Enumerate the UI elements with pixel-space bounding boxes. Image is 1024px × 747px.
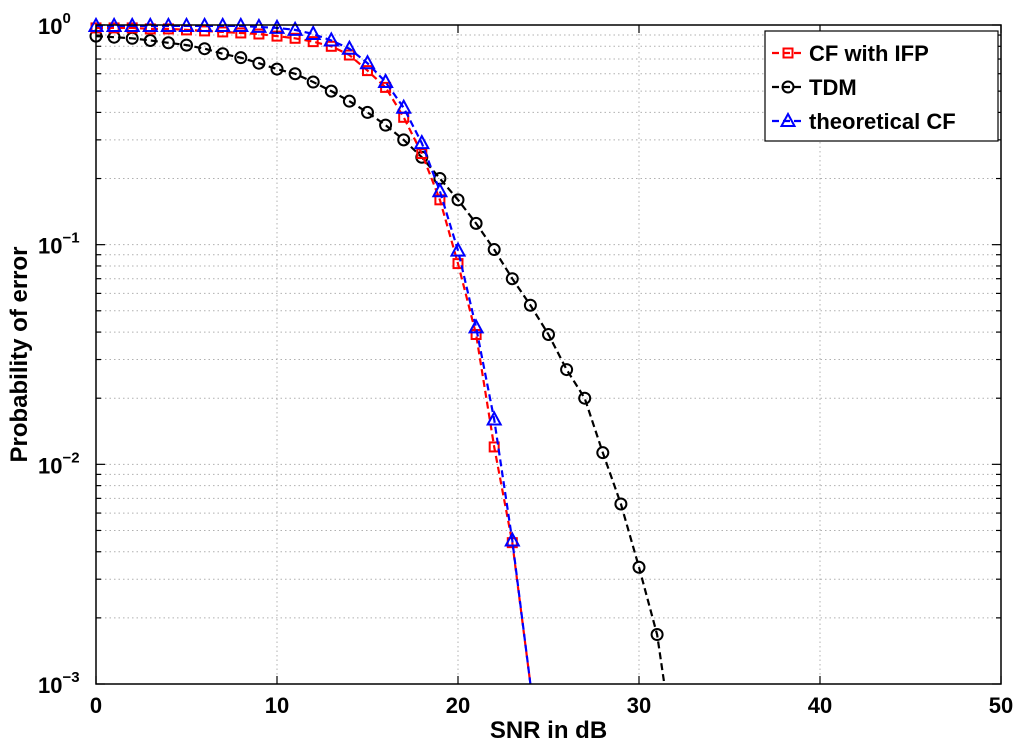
data-point-cf-with-ifp [253, 28, 265, 40]
legend-marker-theoretical-cf [779, 111, 797, 127]
data-point-tdm [180, 38, 193, 52]
data-point-theoretical-cf [305, 24, 322, 40]
data-point-tdm [542, 327, 555, 341]
legend-item-theoretical-cf: theoretical CF [772, 109, 956, 134]
data-point-theoretical-cf [486, 410, 503, 426]
legend-item-tdm: TDM [772, 75, 857, 100]
series-line-cf-with-ifp [96, 26, 532, 685]
grid-lines [96, 25, 1001, 684]
data-point-tdm [523, 298, 537, 312]
series-layer [87, 16, 666, 685]
data-point-theoretical-cf [250, 17, 268, 33]
x-tick-label: 40 [808, 693, 832, 718]
data-point-tdm [252, 56, 266, 70]
data-point-theoretical-cf [286, 20, 304, 36]
data-point-cf-with-ifp [235, 27, 247, 39]
data-point-theoretical-cf [449, 241, 467, 257]
data-point-tdm [650, 628, 664, 642]
data-point-tdm [270, 62, 284, 76]
x-tick-label: 30 [627, 693, 651, 718]
legend-label-cf-with-ifp: CF with IFP [809, 41, 929, 66]
legend-marker-tdm [781, 80, 795, 94]
data-point-theoretical-cf [431, 182, 449, 198]
y-tick-label: 10−2 [38, 449, 80, 478]
plot-frame [95, 24, 1002, 685]
y-tick-label: 10−1 [38, 230, 80, 259]
legend-item-cf-with-ifp: CF with IFP [772, 41, 929, 66]
data-point-tdm [234, 51, 248, 65]
data-point-tdm [216, 47, 230, 61]
y-tick-base: 10 [38, 234, 62, 259]
data-point-tdm [288, 67, 302, 81]
data-point-cf-with-ifp [307, 36, 319, 48]
data-point-cf-with-ifp [488, 441, 500, 453]
axis-ticks [95, 24, 1002, 685]
data-point-tdm [560, 363, 574, 377]
data-point-theoretical-cf [323, 31, 340, 47]
data-point-cf-with-ifp [343, 49, 355, 61]
y-tick-label: 100 [38, 10, 71, 39]
x-axis-tick-labels: 0 10 20 30 40 50 [90, 693, 1013, 718]
x-tick-label: 0 [90, 693, 102, 718]
data-point-tdm [379, 118, 393, 132]
y-tick-exponent: 0 [62, 10, 70, 27]
data-point-tdm [324, 84, 338, 98]
data-point-tdm [143, 34, 157, 48]
legend-box [764, 30, 999, 142]
data-point-theoretical-cf [504, 531, 521, 547]
x-tick-label: 50 [989, 693, 1013, 718]
y-tick-exponent: −2 [62, 449, 79, 466]
y-tick-base: 10 [38, 673, 62, 698]
series-line-theoretical-cf [96, 24, 532, 685]
data-point-theoretical-cf [413, 133, 430, 150]
x-tick-label: 10 [265, 693, 289, 718]
y-tick-base: 10 [38, 453, 62, 478]
legend-marker-cf-with-ifp [782, 47, 794, 59]
data-point-tdm [614, 497, 628, 511]
series-tdm [89, 29, 666, 685]
data-point-tdm [397, 133, 411, 147]
data-point-tdm [505, 272, 519, 286]
data-point-theoretical-cf [395, 98, 412, 114]
y-axis-title: Probability of error [6, 246, 33, 462]
data-point-tdm [198, 42, 212, 56]
data-point-theoretical-cf [341, 39, 358, 55]
data-point-theoretical-cf [359, 54, 376, 70]
data-point-tdm [161, 36, 175, 50]
data-point-cf-with-ifp [289, 32, 301, 44]
data-point-tdm [451, 193, 465, 207]
data-point-tdm [306, 75, 320, 89]
data-point-theoretical-cf [377, 72, 394, 89]
data-point-cf-with-ifp [362, 65, 373, 77]
y-tick-exponent: −1 [62, 230, 79, 247]
y-tick-base: 10 [38, 14, 62, 39]
data-point-cf-with-ifp [452, 258, 464, 270]
x-tick-label: 20 [446, 693, 470, 718]
data-point-tdm [596, 446, 610, 460]
legend-label-tdm: TDM [809, 75, 857, 100]
data-point-tdm [578, 391, 592, 405]
data-point-tdm [361, 105, 374, 119]
y-tick-exponent: −3 [62, 669, 79, 686]
data-point-tdm [342, 94, 356, 108]
data-point-theoretical-cf [467, 318, 485, 334]
data-point-tdm [632, 560, 646, 574]
legend: CF with IFP TDM theoretical CF [764, 30, 999, 142]
y-tick-label: 10−3 [38, 669, 80, 698]
data-point-tdm [487, 243, 501, 257]
x-axis-title: SNR in dB [490, 717, 607, 744]
data-point-tdm [469, 216, 483, 230]
legend-label-theoretical-cf: theoretical CF [809, 109, 956, 134]
